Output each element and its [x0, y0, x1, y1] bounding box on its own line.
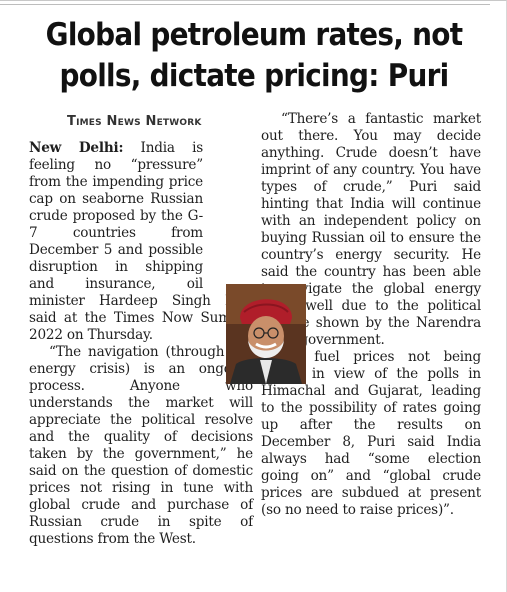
paragraph-2: “The navigation (through the energy cris… — [29, 344, 253, 547]
headline-line-1: Global petroleum rates, not — [45, 17, 463, 53]
top-rule — [0, 4, 490, 5]
headline-line-2: polls, dictate pricing: Puri — [59, 58, 450, 94]
portrait-photo — [226, 284, 306, 384]
paragraph-3: “There’s a fantastic market out there. Y… — [261, 111, 481, 349]
paragraph-1-text: India is feeling no “pressure” from the … — [29, 140, 253, 343]
paragraph-4: On fuel prices not being raised in view … — [261, 349, 481, 518]
portrait-image — [226, 284, 306, 384]
paragraph-1: New Delhi: India is feeling no “pressure… — [29, 140, 253, 344]
dateline: New Delhi: — [29, 140, 124, 156]
column-left: New Delhi: India is feeling no “pressure… — [29, 140, 253, 548]
byline: Times News Network — [67, 114, 202, 129]
column-right: “There’s a fantastic market out there. Y… — [261, 111, 481, 519]
paragraph-3-text: “There’s a fantastic market out there. Y… — [261, 111, 481, 348]
headline: Global petroleum rates, not polls, dicta… — [40, 15, 468, 97]
